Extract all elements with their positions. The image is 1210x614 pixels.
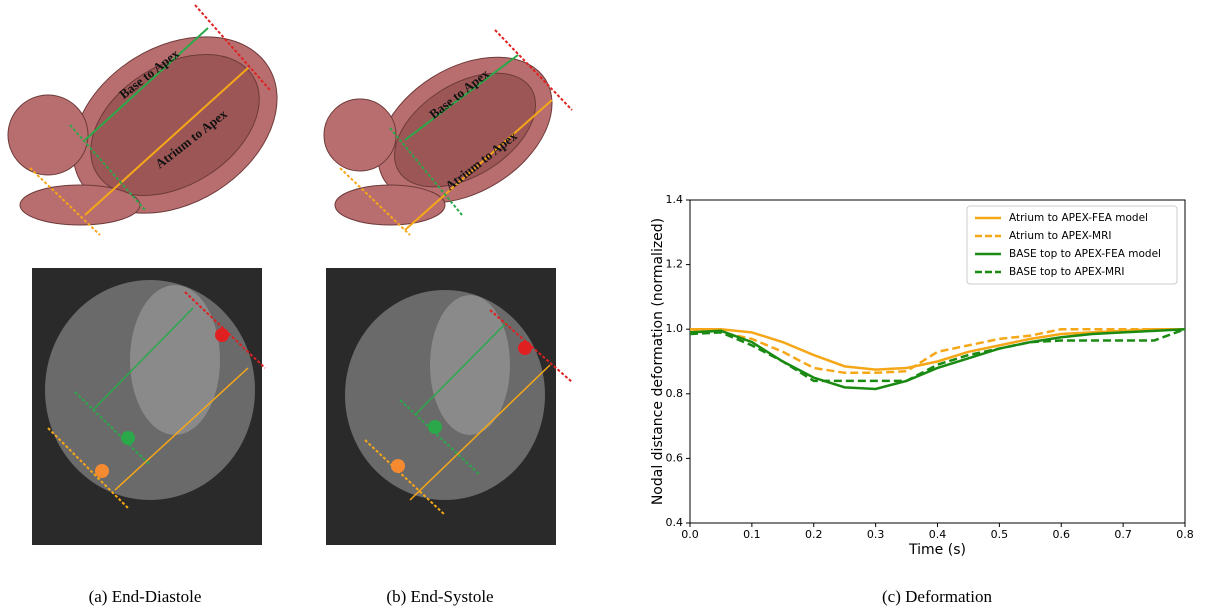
mri-image-a [32, 268, 266, 545]
y-tick-label: 0.4 [666, 516, 684, 529]
x-tick-label: 0.8 [1176, 528, 1194, 541]
x-tick-label: 0.2 [805, 528, 823, 541]
chart: 0.0 0.1 0.2 0.3 0.4 0.5 0.6 0.7 0.8 0.4 0.6 0.8 1.0 1… [650, 193, 1194, 558]
legend-label: Atrium to APEX-MRI [1009, 230, 1112, 242]
legend-label: BASE top to APEX-MRI [1009, 266, 1125, 278]
series-line [689, 328, 1186, 383]
series-line [689, 327, 1185, 375]
y-tick-label: 1.2 [666, 258, 684, 271]
x-axis-label: Time (s) [908, 542, 966, 558]
y-axis-label: Nodal distance deformation (normalized) [650, 218, 666, 505]
x-tick-label: 0.3 [867, 528, 885, 541]
heart-model-b: Base to Apex Atrium to Apex [323, 29, 573, 236]
y-tick-label: 0.8 [666, 387, 684, 400]
mri-image-b [326, 268, 573, 545]
legend-label: BASE top to APEX-FEA model [1009, 248, 1161, 260]
y-tick-label: 0.6 [666, 451, 684, 464]
legend-label: Atrium to APEX-FEA model [1009, 212, 1148, 224]
caption: (a) End-Diastole [89, 587, 202, 606]
x-tick-label: 0.4 [929, 528, 947, 541]
legend-box [966, 205, 1178, 285]
y-tick-label: 1.0 [666, 322, 684, 335]
y-tick-label: 1.4 [666, 193, 684, 206]
x-tick-label: 0.5 [991, 528, 1009, 541]
series-line [690, 327, 1185, 371]
x-tick-label: 0.6 [1053, 528, 1071, 541]
x-tick-label: 0.0 [681, 528, 699, 541]
series-line [689, 327, 1186, 391]
x-tick-label: 0.7 [1114, 528, 1132, 541]
caption: (c) Deformation [882, 587, 992, 606]
x-tick-label: 0.1 [743, 528, 761, 541]
heart-model-a: Base to Apex Atrium to Apex [7, 4, 278, 236]
caption: (b) End-Systole [386, 587, 493, 606]
